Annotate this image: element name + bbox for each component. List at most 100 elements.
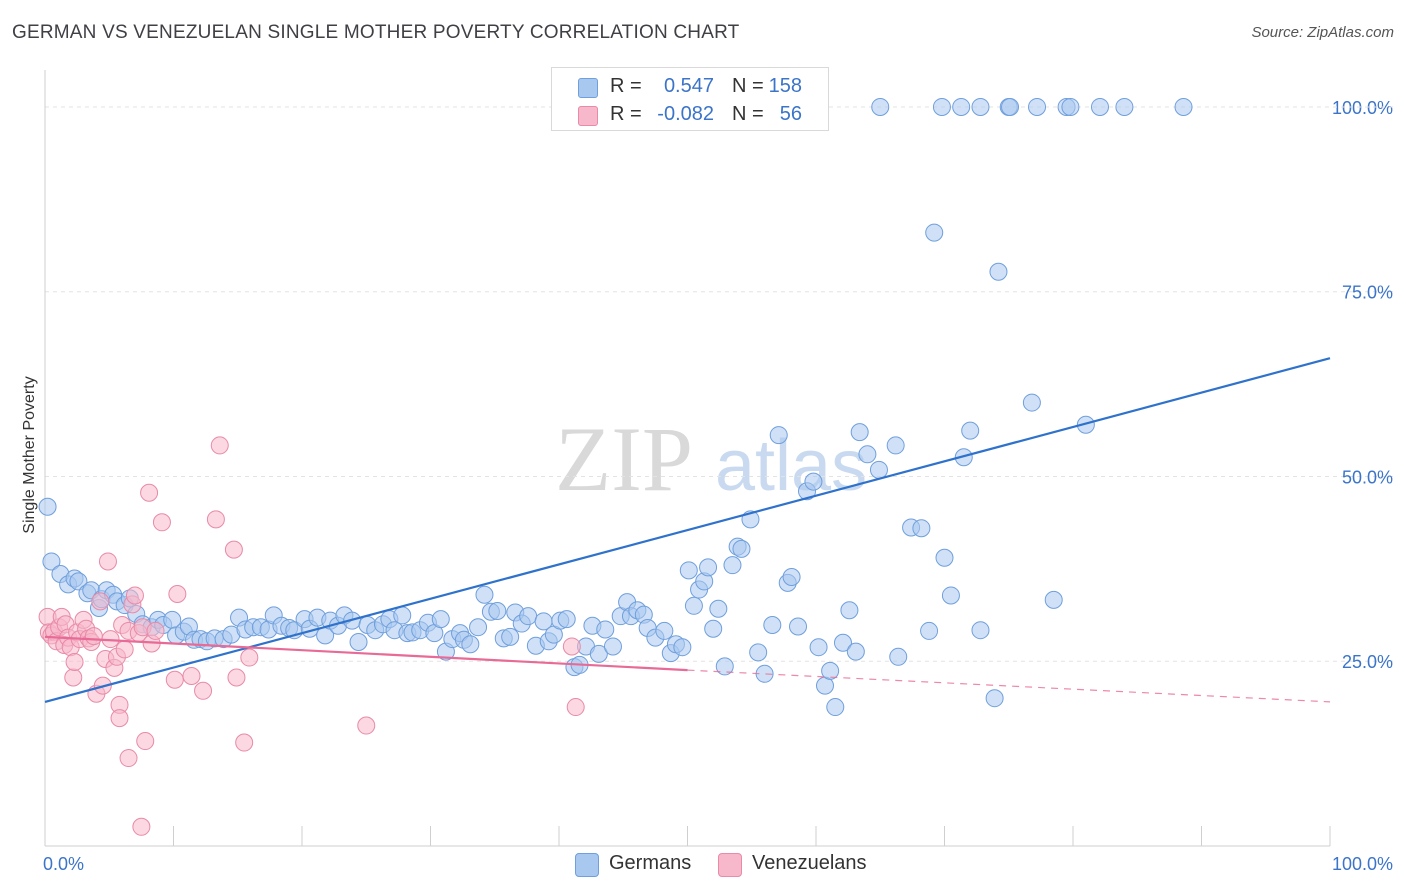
- venezuelan-point: [210, 436, 229, 455]
- german-point: [971, 97, 990, 116]
- x-tick-label-min: 0.0%: [43, 854, 84, 874]
- german-point: [715, 657, 734, 676]
- german-point: [469, 618, 488, 637]
- venezuelans-legend-icon: [718, 853, 742, 877]
- watermark-atlas: atlas: [715, 426, 867, 506]
- german-point: [1022, 393, 1041, 412]
- venezuelan-point: [152, 513, 171, 532]
- german-point: [932, 97, 951, 116]
- german-point: [821, 661, 840, 680]
- venezuelan-point: [136, 732, 155, 751]
- legend-n-value: 56: [779, 103, 802, 125]
- german-point: [655, 621, 674, 640]
- german-point: [673, 638, 692, 657]
- venezuelan-point: [84, 627, 103, 646]
- legend-label-germans: Germans: [609, 852, 692, 874]
- venezuelan-point: [119, 749, 138, 768]
- venezuelan-point: [65, 652, 84, 671]
- german-point: [557, 610, 576, 629]
- german-point: [989, 262, 1008, 281]
- venezuelan-point: [115, 640, 134, 659]
- german-point: [871, 97, 890, 116]
- germans-legend-icon: [575, 853, 599, 877]
- german-point: [961, 421, 980, 440]
- german-point: [704, 619, 723, 638]
- german-point: [732, 539, 751, 558]
- german-point: [935, 548, 954, 567]
- german-point: [925, 223, 944, 242]
- venezuelan-point: [357, 716, 376, 735]
- german-point: [1001, 97, 1020, 116]
- venezuelan-trend-line: [44, 635, 688, 672]
- german-point: [889, 647, 908, 666]
- german-point: [846, 642, 865, 661]
- german-point: [1115, 97, 1134, 116]
- venezuelan-point: [562, 637, 581, 656]
- german-point: [782, 567, 801, 586]
- german-point: [920, 621, 939, 640]
- german-point: [1061, 97, 1080, 116]
- german-point: [679, 561, 698, 580]
- german-point: [475, 585, 494, 604]
- venezuelan-point: [110, 709, 129, 728]
- german-point: [431, 610, 450, 629]
- venezuelan-point: [566, 698, 585, 717]
- german-point: [886, 436, 905, 455]
- german-point: [809, 638, 828, 657]
- german-point: [596, 620, 615, 639]
- y-tick-label: 100.0%: [1332, 98, 1393, 118]
- german-point: [1174, 97, 1193, 116]
- german-point: [723, 556, 742, 575]
- venezuelan-point: [224, 540, 243, 559]
- y-tick-label: 75.0%: [1342, 283, 1393, 303]
- venezuelan-point: [206, 510, 225, 529]
- venezuelan-point: [98, 552, 117, 571]
- german-trend-line: [44, 357, 1331, 703]
- german-point: [985, 689, 1004, 708]
- legend-r-label: R =: [610, 75, 642, 97]
- german-point: [826, 698, 845, 717]
- venezuelan-point: [91, 592, 110, 611]
- venezuelan-point: [182, 667, 201, 686]
- legend-n-value: 158: [768, 75, 802, 97]
- source-label: Source: ZipAtlas.com: [1251, 24, 1394, 41]
- germans-swatch-icon: [578, 78, 598, 98]
- legend-r-label: R =: [610, 103, 642, 125]
- chart-title: GERMAN VS VENEZUELAN SINGLE MOTHER POVER…: [12, 22, 740, 43]
- x-tick-label-max: 100.0%: [1332, 854, 1393, 874]
- legend-n-label: N =: [732, 103, 764, 125]
- venezuelan-point: [240, 648, 259, 667]
- y-tick-label: 25.0%: [1342, 652, 1393, 672]
- watermark-zip: ZIP: [555, 408, 693, 510]
- venezuelan-trend-line-extension: [687, 669, 1331, 703]
- german-point: [952, 97, 971, 116]
- venezuelan-point: [165, 670, 184, 689]
- german-point: [519, 607, 538, 626]
- german-point: [941, 586, 960, 605]
- german-point: [393, 606, 412, 625]
- german-point: [589, 644, 608, 663]
- venezuelan-point: [194, 681, 213, 700]
- german-point: [971, 621, 990, 640]
- venezuelan-point: [146, 621, 165, 640]
- german-point: [858, 445, 877, 464]
- series-legend: Germans Venezuelans: [0, 852, 1406, 878]
- german-point: [461, 635, 480, 654]
- legend-label-venezuelans: Venezuelans: [752, 852, 867, 874]
- german-point: [42, 552, 61, 571]
- venezuelan-point: [235, 733, 254, 752]
- german-point: [699, 558, 718, 577]
- german-point: [1090, 97, 1109, 116]
- german-point: [501, 627, 520, 646]
- german-point: [804, 472, 823, 491]
- german-point: [850, 423, 869, 442]
- german-point: [1028, 97, 1047, 116]
- venezuelans-swatch-icon: [578, 106, 598, 126]
- german-point: [1044, 590, 1063, 609]
- german-point: [684, 596, 703, 615]
- german-point: [603, 637, 622, 656]
- german-point: [763, 616, 782, 635]
- venezuelan-point: [125, 586, 144, 605]
- legend-row-venezuelans: R = -0.082 N = 56: [552, 101, 828, 129]
